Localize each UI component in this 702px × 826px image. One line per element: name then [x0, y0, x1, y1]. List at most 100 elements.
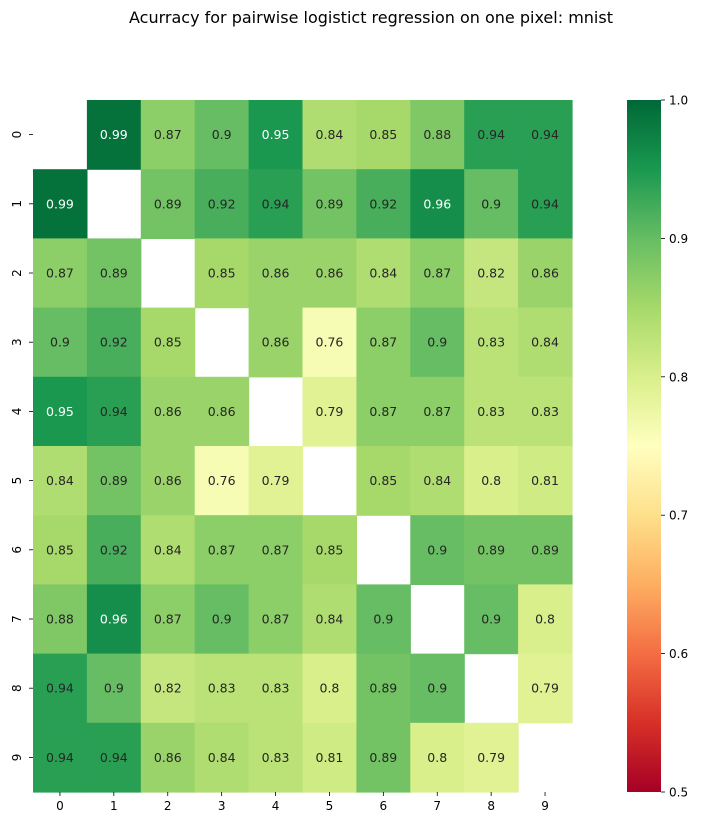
cell-value-label: 0.79: [262, 473, 290, 488]
cell-value-label: 0.8: [535, 612, 555, 627]
cell-value-label: 0.8: [481, 473, 501, 488]
cell-value-label: 0.86: [262, 335, 290, 350]
cell-value-label: 0.92: [208, 196, 236, 211]
heatmap-cell: [356, 584, 411, 655]
heatmap-cell: [302, 653, 357, 724]
heatmap-cell: [194, 584, 250, 655]
colorbar-gradient: [627, 100, 661, 792]
heatmap-cell: [356, 307, 411, 378]
cell-value-label: 0.84: [531, 335, 559, 350]
cell-value-label: 0.87: [369, 335, 397, 350]
heatmap-cell: [518, 446, 573, 516]
heatmap-cell: [194, 515, 250, 585]
heatmap-cell: [33, 653, 88, 724]
heatmap-cell: [33, 376, 88, 447]
heatmap-cell: [248, 169, 304, 239]
cell-value-label: 0.94: [477, 127, 505, 142]
cell-value-label: 0.83: [208, 681, 236, 696]
heatmap-cell: [302, 376, 357, 447]
heatmap-cell: [518, 169, 573, 239]
cell-value-label: 0.89: [477, 542, 505, 557]
heatmap-cell: [356, 653, 411, 724]
cell-value-label: 0.87: [369, 404, 397, 419]
heatmap-cell: [86, 446, 142, 516]
heatmap-cell: [464, 722, 519, 793]
heatmap-cell: [86, 307, 142, 378]
colorbar-tick-label: 0.6: [669, 647, 688, 661]
heatmap-cell: [248, 584, 304, 655]
cell-value-label: 0.87: [208, 542, 236, 557]
heatmap-cell: [356, 376, 411, 447]
heatmap-cell: [248, 238, 304, 309]
y-tick-label: 5: [10, 477, 24, 485]
colorbar-tick-label: 0.7: [669, 509, 688, 523]
heatmap-cell: [302, 584, 357, 655]
colorbar: 0.5 0.6 0.7 0.8 0.9 1.0: [627, 94, 688, 800]
cell-value-label: 0.79: [477, 750, 505, 765]
cell-value-label: 0.94: [100, 404, 128, 419]
cell-value-label: 0.86: [154, 473, 182, 488]
cell-value-label: 0.9: [212, 612, 232, 627]
heatmap-cell: [248, 515, 304, 585]
heatmap-cell: [518, 515, 573, 585]
heatmap-cell: [464, 584, 519, 655]
heatmap-cell: [518, 376, 573, 447]
heatmap-cell: [518, 307, 573, 378]
heatmap-cell: [33, 515, 88, 585]
heatmap-cell: [140, 722, 196, 793]
heatmap-cell: [464, 238, 519, 309]
heatmap-cell: [194, 722, 250, 793]
x-tick-label: 3: [218, 799, 226, 813]
heatmap-cell: [464, 515, 519, 585]
cell-value-label: 0.94: [46, 681, 74, 696]
cell-value-label: 0.8: [320, 681, 340, 696]
x-axis: 0 1 2 3 4 5 6 7 8 9: [56, 792, 549, 813]
heatmap-cell: [302, 515, 357, 585]
cell-value-label: 0.99: [46, 196, 74, 211]
y-tick-label: 2: [10, 269, 24, 277]
heatmap-cell: [140, 307, 196, 378]
cell-value-label: 0.76: [208, 473, 236, 488]
cell-value-label: 0.82: [477, 266, 505, 281]
x-tick-label: 7: [433, 799, 441, 813]
cell-value-label: 0.9: [481, 196, 501, 211]
cell-value-label: 0.86: [208, 404, 236, 419]
cell-value-label: 0.88: [423, 127, 451, 142]
cell-value-label: 0.9: [427, 335, 447, 350]
cell-value-label: 0.95: [46, 404, 74, 419]
heatmap-cell: [248, 446, 304, 516]
heatmap-cell: [302, 307, 357, 378]
cell-value-label: 0.84: [208, 750, 236, 765]
cell-value-label: 0.85: [154, 335, 182, 350]
y-tick-label: 0: [10, 131, 24, 139]
x-tick-label: 6: [380, 799, 388, 813]
cell-value-label: 0.92: [369, 196, 397, 211]
heatmap-cell: [302, 722, 357, 793]
cell-value-label: 0.9: [373, 612, 393, 627]
y-tick-label: 3: [10, 338, 24, 346]
cell-value-label: 0.9: [50, 335, 70, 350]
heatmap-cell: [518, 238, 573, 309]
heatmap-cell: [194, 238, 250, 309]
x-tick-label: 2: [164, 799, 172, 813]
cell-value-label: 0.85: [316, 542, 344, 557]
cell-value-label: 0.85: [208, 266, 236, 281]
heatmap-cell: [140, 584, 196, 655]
cell-value-label: 0.89: [100, 473, 128, 488]
heatmap-cell: [464, 376, 519, 447]
heatmap-cell: [248, 100, 304, 170]
heatmap-cell: [33, 722, 88, 793]
heatmap-cell: [248, 307, 304, 378]
cell-value-label: 0.92: [100, 542, 128, 557]
heatmap-cell: [86, 376, 142, 447]
cell-value-label: 0.89: [100, 266, 128, 281]
x-tick-label: 9: [541, 799, 549, 813]
cell-value-label: 0.87: [262, 542, 290, 557]
heatmap-cell: [86, 653, 142, 724]
cell-value-label: 0.87: [262, 612, 290, 627]
cell-value-label: 0.9: [427, 681, 447, 696]
cell-value-label: 0.89: [369, 681, 397, 696]
x-tick-label: 0: [56, 799, 64, 813]
cell-value-label: 0.8: [427, 750, 447, 765]
